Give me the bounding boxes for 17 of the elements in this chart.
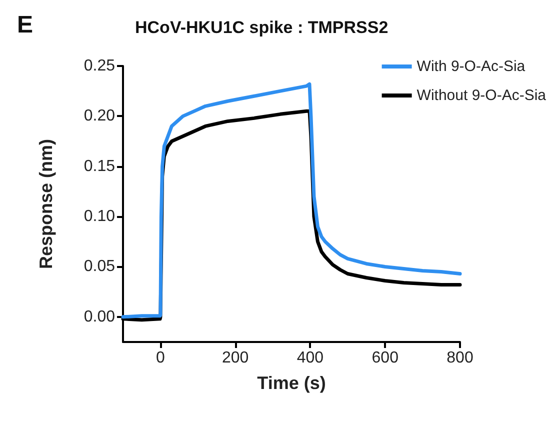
y-tick-label: 0.15	[84, 158, 116, 175]
x-tick-label: 200	[222, 350, 249, 366]
chart-title: HCoV-HKU1C spike : TMPRSS2	[135, 18, 388, 37]
x-axis-title: Time (s)	[257, 373, 326, 393]
text: E	[17, 12, 34, 38]
y-tick-label: 0.25	[84, 58, 116, 74]
y-tick-label: 0.10	[84, 208, 116, 226]
y-axis-title: Response (nm)	[36, 138, 56, 270]
x-tick-label: 800	[446, 350, 474, 366]
legend-label: Without 9-O-Ac-Sia	[416, 87, 547, 104]
x-tick-label: 0	[156, 350, 165, 366]
legend-label: With 9-O-Ac-Sia	[416, 58, 526, 75]
y-tick-label: 0.20	[84, 108, 116, 125]
y-tick-label: 0.00	[84, 308, 116, 326]
x-tick-label: 400	[296, 350, 324, 366]
x-tick-label: 600	[372, 350, 399, 366]
y-tick-label: 0.05	[84, 258, 116, 276]
